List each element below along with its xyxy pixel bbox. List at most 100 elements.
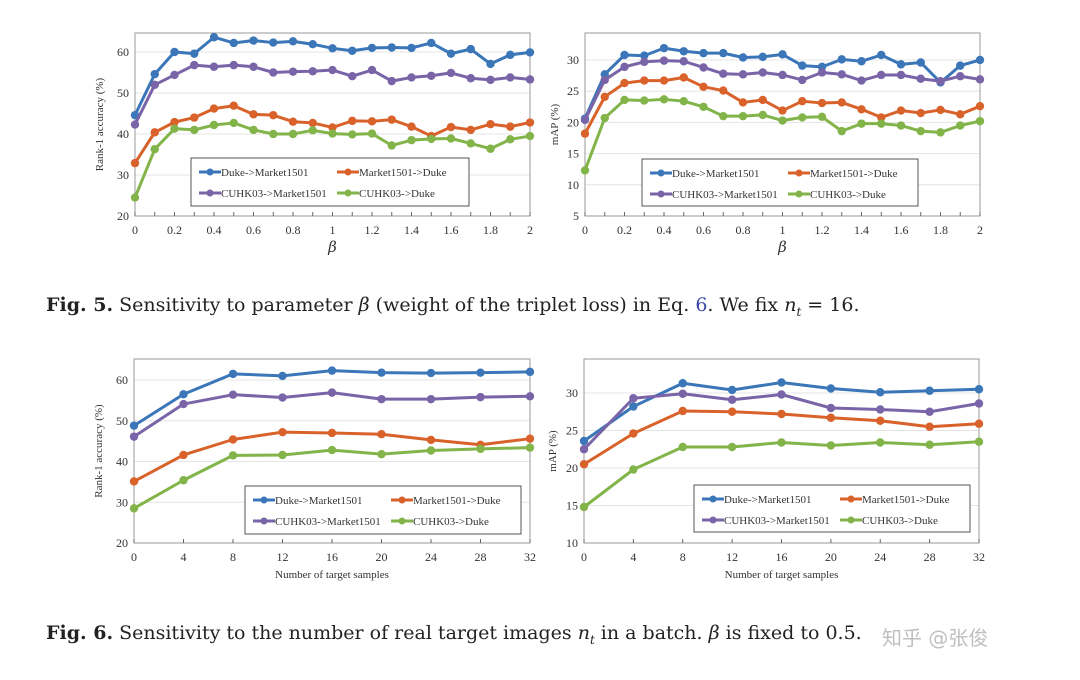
data-point [130,158,140,168]
caption-math-n: n [577,622,590,644]
data-point [269,38,278,47]
data-point [328,65,337,75]
data-point [925,422,934,431]
legend-label: CUHK03->Market1501 [221,188,327,200]
data-point [719,69,728,78]
x-tick-label: 1.2 [815,223,830,237]
data-point [925,440,934,449]
data-point [798,96,807,106]
x-tick-label: 0.4 [657,223,672,237]
data-point [738,70,748,79]
data-point [387,141,396,150]
data-point [640,57,649,67]
data-point [367,65,377,75]
data-point [699,102,708,112]
legend-box [244,485,522,535]
data-point [466,74,475,83]
data-point [916,126,925,136]
figure-6-caption: Fig. 6. Sensitivity to the number of rea… [46,622,862,647]
data-point [129,421,139,430]
legend-label: Market1501->Duke [862,494,950,506]
data-point [579,445,589,454]
x-tick-label: 28 [475,550,487,564]
x-tick-label: 16 [326,550,338,564]
x-tick-label: 12 [277,550,289,564]
data-point [130,193,140,202]
data-point [446,134,456,143]
equation-link[interactable]: 6 [695,294,708,316]
data-point [179,399,188,409]
y-axis-title: Rank-1 accuracy (%) [93,404,105,498]
data-point [446,122,456,132]
data-point [857,105,866,114]
y-tick-label: 30 [116,495,128,509]
data-point [278,427,287,437]
chart-2: 5 10 15 20 25 30 0 0.2 0.4 0.6 0.8 1 1.2 1.4 1.6 1.8 2 mA… [549,32,985,256]
data-point [228,369,238,379]
chart-4: 10 15 20 25 30 0 4 8 12 16 20 24 28 32 mAP (%) Number o… [547,358,985,581]
data-point [476,444,485,454]
data-point [150,80,159,90]
data-point [679,96,688,106]
data-point [896,121,906,130]
x-axis-title: β [777,238,787,256]
caption-text: is fixed to 0.5. [719,622,862,644]
data-point [407,135,416,145]
data-point [975,116,985,126]
x-axis-title: β [327,238,337,256]
data-point [278,450,287,460]
watermark: 知乎 @张俊 [882,626,989,650]
data-point [179,476,188,485]
data-point [525,434,535,443]
x-tick-label: 8 [680,550,686,564]
data-point [837,98,846,107]
data-point [170,47,179,57]
legend-label: CUHK03->Market1501 [672,189,778,201]
data-point [896,106,906,115]
data-point [837,70,846,79]
data-point [640,51,649,60]
data-point [826,441,836,450]
data-point [916,74,925,83]
data-point [407,73,416,82]
data-point [327,388,337,397]
data-point [327,366,337,375]
caption-text: Sensitivity to parameter [119,294,359,316]
data-point [659,76,669,85]
y-tick-label: 30 [566,386,578,400]
data-point [348,130,357,139]
data-point [228,390,238,399]
data-point [738,111,748,121]
data-point [936,77,945,86]
legend-swatch-marker [847,516,855,524]
x-tick-label: 1.4 [404,223,419,237]
data-point [877,70,886,80]
data-point [974,419,984,428]
data-point [209,62,219,71]
legend-swatch-marker [657,190,665,198]
data-point [699,63,708,72]
legend-swatch-marker [398,496,406,504]
data-point [719,48,728,58]
data-point [466,139,475,148]
x-tick-label: 0 [581,550,587,564]
data-point [640,96,649,105]
y-tick-label: 30 [117,168,129,182]
legend-swatch-marker [709,516,717,524]
series-line [583,75,981,135]
data-point [857,119,866,128]
y-tick-label: 30 [567,53,579,67]
y-tick-label: 10 [567,178,579,192]
data-point [659,95,669,104]
data-point [150,69,159,79]
data-point [777,438,786,447]
y-tick-label: 40 [117,127,129,141]
data-point [679,73,688,82]
data-point [229,101,238,110]
legend-label: Duke->Market1501 [221,167,308,179]
y-tick-label: 20 [566,461,578,475]
data-point [278,393,287,402]
data-point [525,443,535,452]
data-point [778,106,787,115]
data-point [525,367,535,377]
